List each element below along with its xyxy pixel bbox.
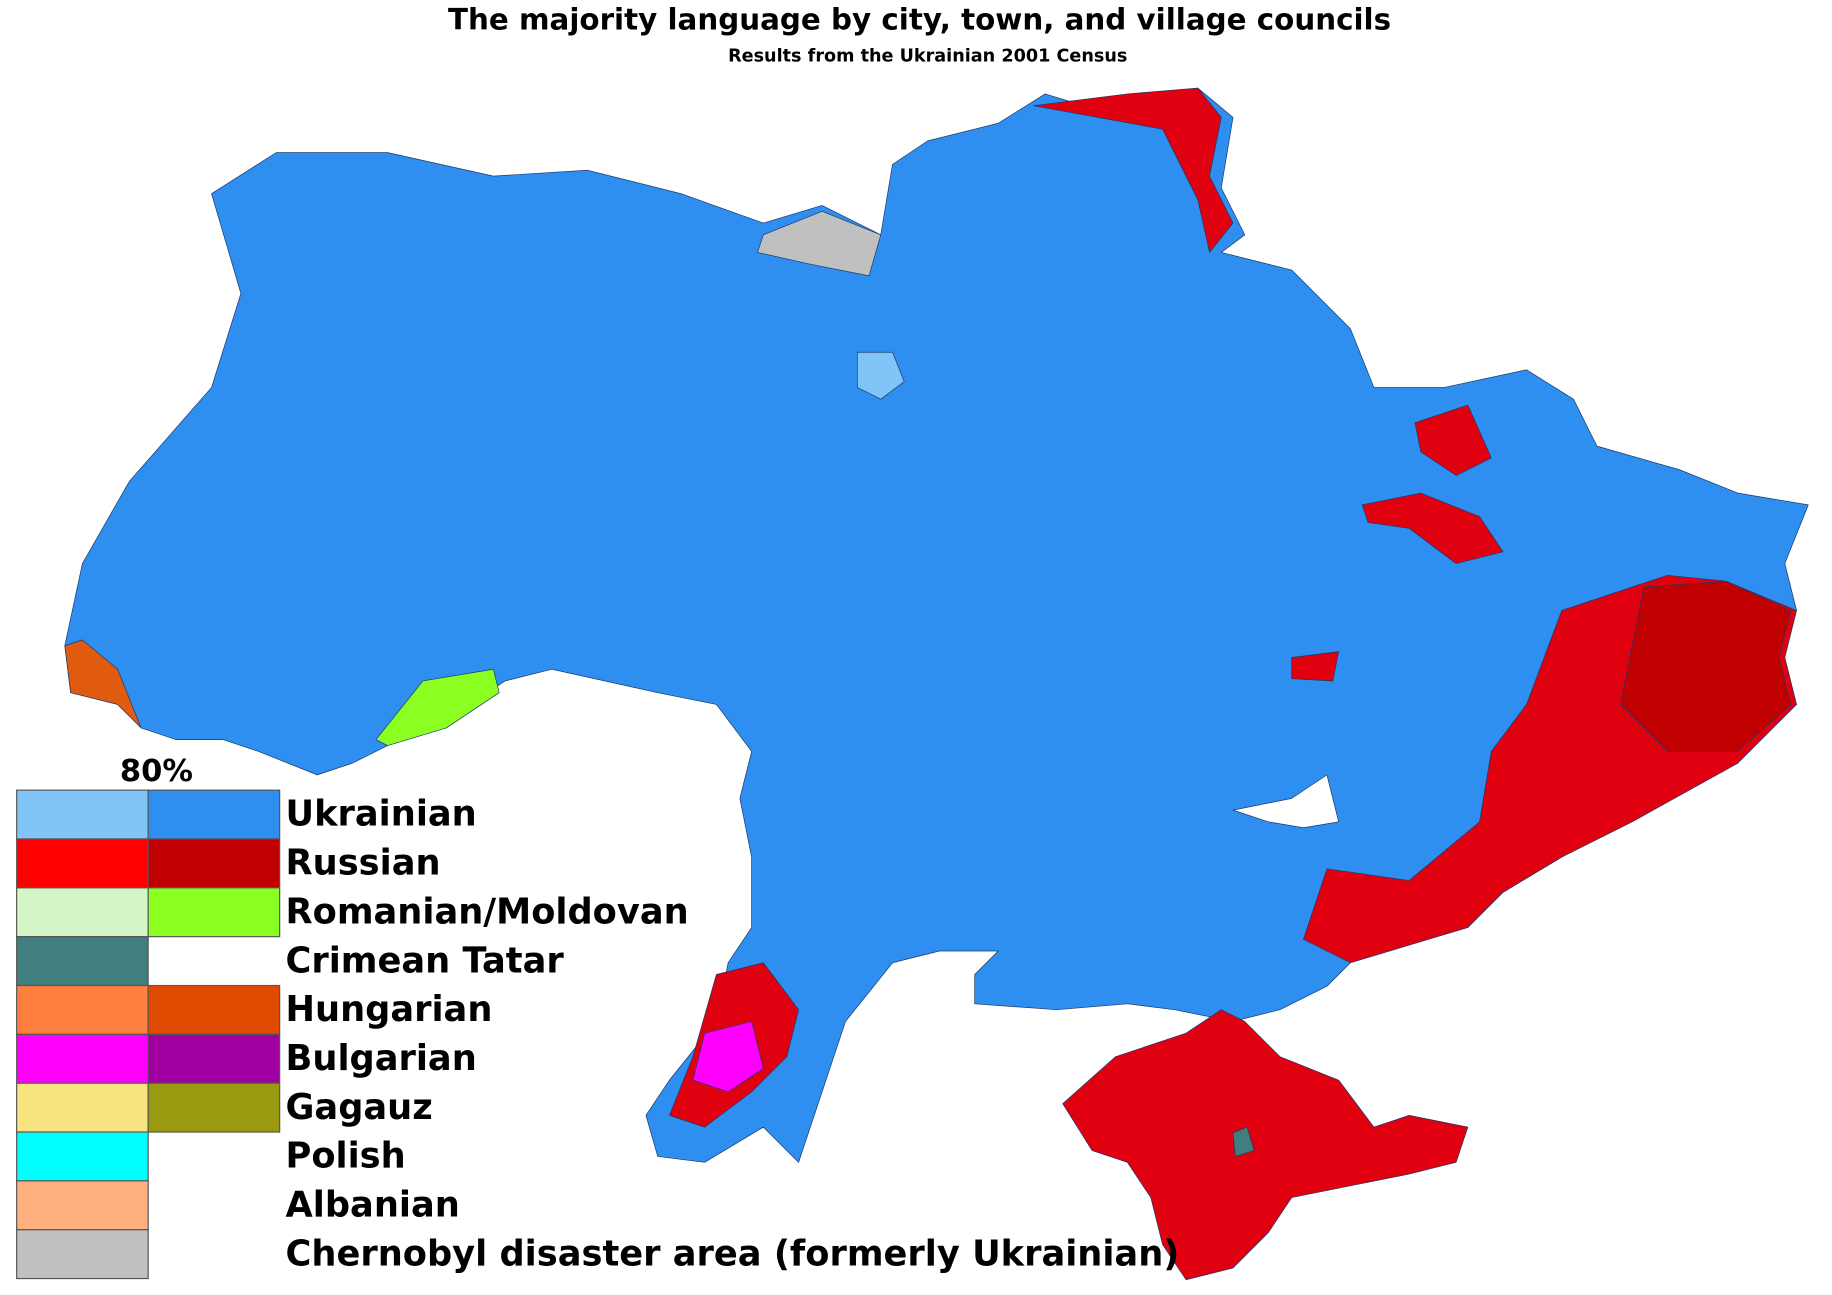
legend-label: Albanian xyxy=(286,1184,460,1225)
legend-label: Russian xyxy=(286,843,441,884)
legend-swatch xyxy=(16,1180,149,1231)
kyiv-area xyxy=(856,351,905,400)
legend-swatch xyxy=(147,984,281,1035)
legend-swatch xyxy=(16,1033,149,1084)
legend-swatch xyxy=(147,1033,281,1084)
east-russian-core xyxy=(1620,580,1792,752)
bulgarian-area xyxy=(692,1021,764,1093)
zaporizhzhia-reservoir xyxy=(1232,774,1340,829)
legend-label: Polish xyxy=(286,1136,406,1177)
romanian-area xyxy=(375,668,500,746)
legend-label: Gagauz xyxy=(286,1087,433,1128)
north-russian-area xyxy=(1033,87,1234,253)
kharkiv-russian-area xyxy=(1361,492,1504,564)
subtitle: Results from the Ukrainian 2001 Census xyxy=(728,46,1127,66)
legend-swatch xyxy=(147,1082,281,1133)
legend-label: Crimean Tatar xyxy=(286,940,565,981)
legend-swatch xyxy=(147,838,281,889)
legend-threshold: 80% xyxy=(120,754,193,789)
crimean-tatar-area xyxy=(1232,1126,1255,1157)
legend-swatch xyxy=(16,936,149,987)
legend-swatch xyxy=(16,1229,149,1280)
legend-swatch xyxy=(147,887,281,938)
legend-label: Chernobyl disaster area (formerly Ukrain… xyxy=(286,1233,1180,1274)
chernobyl-area xyxy=(757,210,882,277)
legend-swatch xyxy=(16,1131,149,1182)
legend-swatch xyxy=(16,984,149,1035)
legend-swatch xyxy=(147,789,281,840)
legend-swatch xyxy=(16,838,149,889)
legend-swatch xyxy=(16,1082,149,1133)
crimea xyxy=(1062,1009,1469,1281)
sumy-russian-area xyxy=(1414,404,1492,476)
legend-label: Ukrainian xyxy=(286,794,477,835)
dnipro-russian-area xyxy=(1291,651,1340,682)
legend-label: Romanian/Moldovan xyxy=(286,891,689,932)
ukraine-map xyxy=(64,87,1809,1281)
legend-swatch xyxy=(16,887,149,938)
title: The majority language by city, town, and… xyxy=(448,3,1391,37)
hungarian-area xyxy=(64,639,142,729)
legend-swatch xyxy=(16,789,149,840)
legend-label: Bulgarian xyxy=(286,1038,477,1079)
legend-label: Hungarian xyxy=(286,989,493,1030)
legend: 80% Ukrainian Russian Romanian/Moldovan Cri… xyxy=(16,754,1180,1280)
